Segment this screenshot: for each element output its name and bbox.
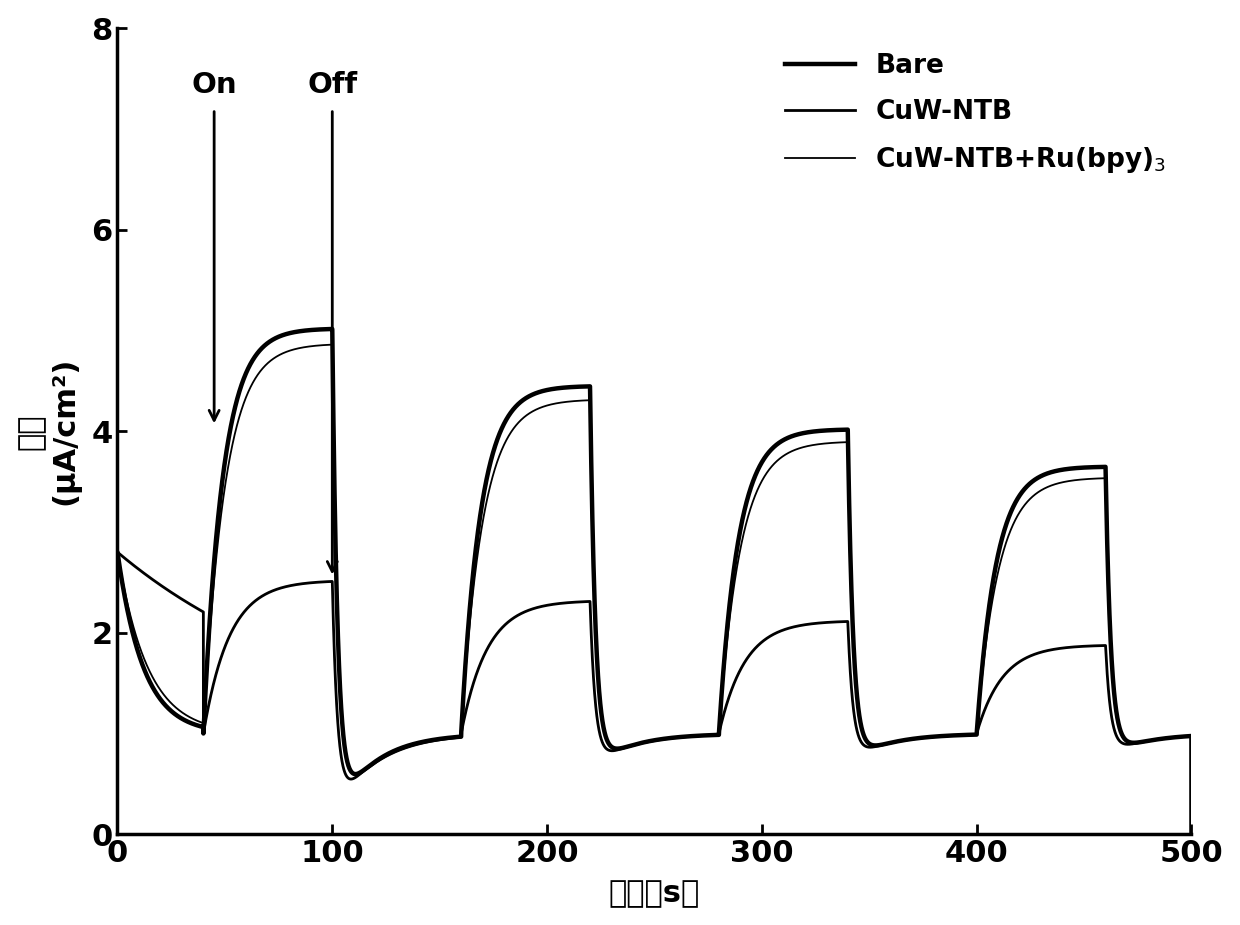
X-axis label: 时间（s）: 时间（s） [609,880,701,908]
Text: On: On [191,70,237,99]
Legend: Bare, CuW-NTB, CuW-NTB+Ru(bpy)$_3$: Bare, CuW-NTB, CuW-NTB+Ru(bpy)$_3$ [773,41,1179,188]
Text: Off: Off [308,70,357,99]
Y-axis label: 电流
(μA/cm²): 电流 (μA/cm²) [16,357,81,505]
